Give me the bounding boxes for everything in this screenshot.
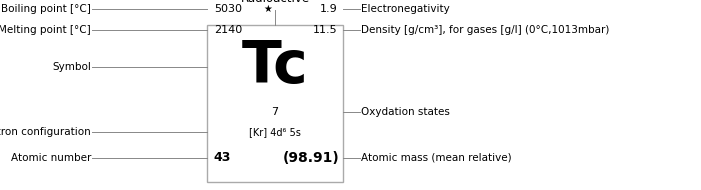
Text: Electronegativity: Electronegativity — [361, 4, 450, 13]
Text: Density [g/cm³], for gases [g/l] (0°C,1013mbar): Density [g/cm³], for gases [g/l] (0°C,10… — [361, 25, 609, 35]
Text: 2140: 2140 — [214, 25, 242, 35]
Text: Symbol: Symbol — [53, 62, 91, 71]
Text: Atomic mass (mean relative): Atomic mass (mean relative) — [361, 153, 512, 163]
Text: 11.5: 11.5 — [313, 25, 338, 35]
Text: Boiling point [°C]: Boiling point [°C] — [1, 4, 91, 13]
Text: 43: 43 — [214, 151, 231, 164]
Text: Electron configuration: Electron configuration — [0, 127, 91, 137]
Text: 1.9: 1.9 — [320, 4, 338, 13]
Text: Oxydation states: Oxydation states — [361, 107, 450, 117]
Bar — [207, 25, 343, 182]
Text: ★: ★ — [264, 4, 273, 13]
Text: Radioactive: Radioactive — [240, 0, 310, 5]
Text: Atomic number: Atomic number — [11, 153, 91, 163]
Text: 5030: 5030 — [214, 4, 242, 13]
Text: Melting point [°C]: Melting point [°C] — [0, 25, 91, 35]
Text: (98.91): (98.91) — [283, 151, 340, 165]
Text: [Kr] 4d⁶ 5s: [Kr] 4d⁶ 5s — [249, 127, 301, 137]
Text: 7: 7 — [271, 107, 279, 117]
Text: Tc: Tc — [242, 38, 308, 95]
